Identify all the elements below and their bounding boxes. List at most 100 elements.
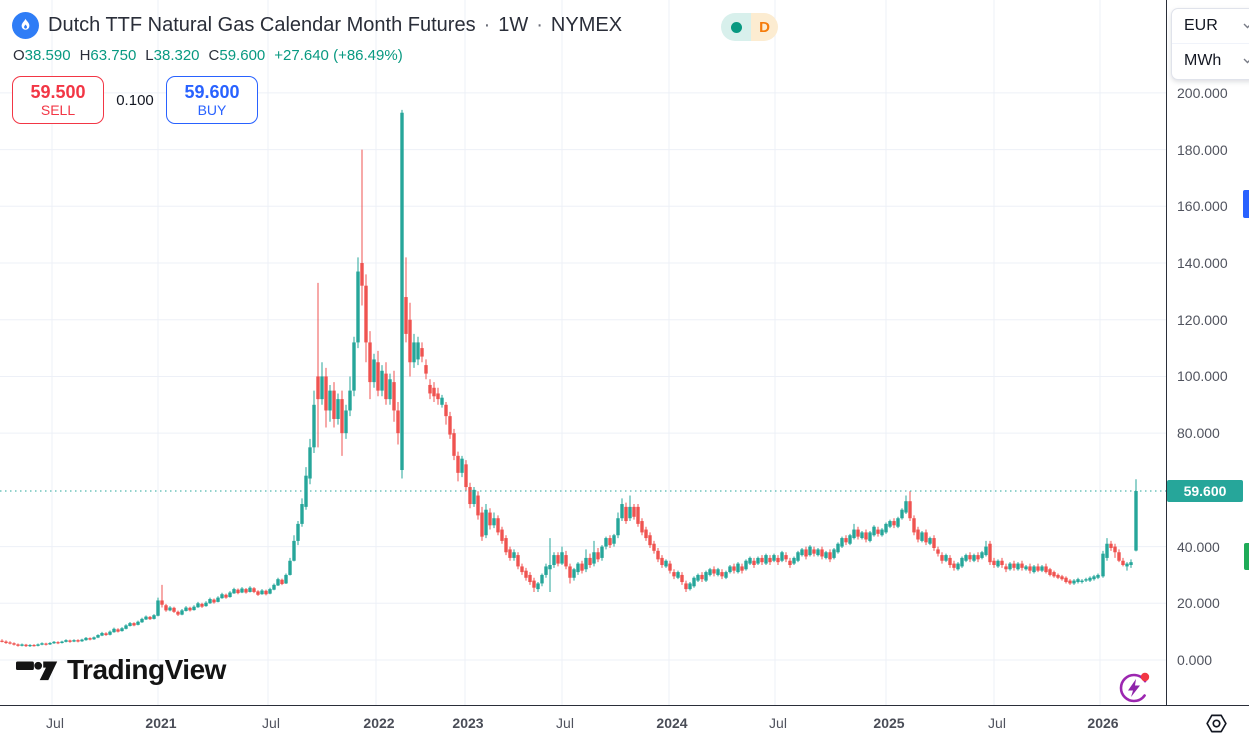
candle bbox=[392, 382, 396, 411]
candle bbox=[168, 607, 172, 611]
candle bbox=[960, 557, 964, 567]
candle bbox=[972, 555, 976, 561]
candle bbox=[672, 572, 676, 577]
candle bbox=[540, 574, 544, 584]
candle bbox=[880, 529, 884, 536]
candle bbox=[1056, 574, 1060, 578]
candle bbox=[328, 390, 332, 411]
candle bbox=[1084, 579, 1088, 581]
market-status-indicator[interactable] bbox=[721, 13, 751, 41]
candle bbox=[1020, 563, 1024, 568]
unit-select[interactable]: MWh bbox=[1172, 43, 1249, 78]
candle bbox=[136, 621, 140, 625]
candle bbox=[528, 574, 532, 583]
chevron-down-icon bbox=[1243, 23, 1249, 29]
candle bbox=[1048, 569, 1052, 575]
candle bbox=[840, 538, 844, 547]
candle bbox=[568, 566, 572, 578]
tradingview-logo[interactable]: TradingView bbox=[16, 654, 226, 686]
candle bbox=[872, 526, 876, 536]
candle bbox=[428, 384, 432, 394]
buy-price: 59.600 bbox=[184, 81, 240, 102]
sell-button[interactable]: 59.500 SELL bbox=[12, 76, 104, 124]
candle bbox=[948, 557, 952, 566]
symbol-title[interactable]: Dutch TTF Natural Gas Calendar Month Fut… bbox=[48, 14, 622, 37]
candle bbox=[256, 591, 260, 595]
market-status-pills: D bbox=[721, 13, 778, 41]
candle bbox=[992, 560, 996, 566]
candle bbox=[728, 566, 732, 573]
buy-button[interactable]: 59.600 BUY bbox=[166, 76, 258, 124]
candle bbox=[360, 263, 364, 286]
price-axis-label: 40.000 bbox=[1177, 538, 1220, 555]
candle bbox=[828, 552, 832, 560]
candle bbox=[832, 549, 836, 558]
price-axis-label: 200.000 bbox=[1177, 84, 1228, 101]
candle bbox=[300, 504, 304, 524]
candle bbox=[1113, 546, 1117, 553]
time-axis[interactable]: Jul 2021 Jul 2022 2023 Jul 2024 Jul 2025 Jul 2026 bbox=[0, 705, 1249, 742]
candle bbox=[280, 579, 284, 585]
candle bbox=[436, 393, 440, 400]
candle bbox=[732, 566, 736, 571]
candle bbox=[512, 552, 516, 558]
candle bbox=[448, 416, 452, 435]
price-axis-label: 140.000 bbox=[1177, 255, 1228, 272]
candle bbox=[524, 570, 528, 578]
candle bbox=[464, 464, 468, 488]
candle bbox=[196, 603, 200, 608]
candle bbox=[932, 538, 936, 548]
stream-lightning-icon[interactable] bbox=[1116, 668, 1154, 706]
candle bbox=[1072, 580, 1076, 584]
candle bbox=[768, 557, 772, 563]
edge-marker-blue[interactable] bbox=[1243, 190, 1249, 218]
candle bbox=[776, 557, 780, 563]
candle bbox=[356, 271, 360, 343]
candle bbox=[1040, 566, 1044, 571]
candle bbox=[308, 447, 312, 479]
candle bbox=[252, 588, 256, 592]
high-label: H bbox=[79, 47, 91, 64]
price-axis-label: 100.000 bbox=[1177, 368, 1228, 385]
candle bbox=[860, 532, 864, 539]
currency-select[interactable]: EUR bbox=[1172, 9, 1249, 43]
candle bbox=[704, 572, 708, 581]
candle bbox=[916, 529, 920, 540]
candle bbox=[1125, 563, 1129, 567]
candle bbox=[864, 532, 868, 540]
candle bbox=[808, 546, 812, 556]
daily-resolution-badge[interactable]: D bbox=[751, 13, 778, 41]
buy-label: BUY bbox=[197, 102, 227, 119]
open-value: 38.590 bbox=[24, 47, 71, 64]
candle bbox=[80, 639, 84, 642]
candle bbox=[1044, 566, 1048, 573]
candle bbox=[144, 616, 148, 620]
candle bbox=[600, 546, 604, 558]
title-separator: · bbox=[483, 14, 491, 36]
candle bbox=[656, 550, 660, 560]
candle bbox=[296, 523, 300, 541]
candle bbox=[592, 552, 596, 564]
candle bbox=[720, 572, 724, 577]
currency-value: EUR bbox=[1184, 17, 1218, 34]
candle bbox=[456, 455, 460, 473]
candle bbox=[232, 589, 236, 594]
axis-settings-gear-icon[interactable] bbox=[1204, 711, 1229, 736]
candle bbox=[204, 602, 208, 607]
edge-marker-green[interactable] bbox=[1244, 543, 1249, 570]
candle bbox=[96, 635, 100, 638]
price-axis[interactable]: 200.000 180.000 160.000 140.000 120.000 100.0… bbox=[1166, 0, 1249, 705]
candle bbox=[580, 563, 584, 571]
candle bbox=[924, 532, 928, 543]
symbol-flame-icon[interactable] bbox=[12, 12, 39, 39]
candle bbox=[244, 589, 248, 593]
candle bbox=[48, 642, 52, 645]
candle bbox=[460, 458, 464, 473]
candle bbox=[1036, 566, 1040, 571]
candle bbox=[912, 518, 916, 533]
candle bbox=[928, 538, 932, 544]
candle bbox=[192, 606, 196, 611]
candle bbox=[152, 615, 156, 619]
candle bbox=[740, 566, 744, 571]
